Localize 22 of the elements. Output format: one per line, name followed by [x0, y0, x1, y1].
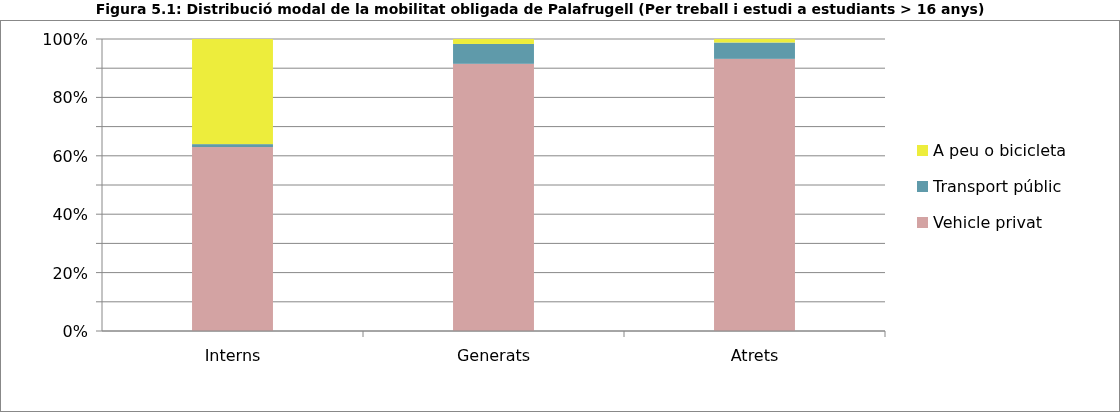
y-tick-label: 20% [52, 263, 88, 283]
y-tick-label: 100% [42, 30, 88, 49]
bar [192, 39, 273, 145]
y-tick-label: 80% [52, 88, 88, 108]
bar [714, 42, 795, 59]
bar [453, 43, 534, 64]
bar [453, 39, 534, 44]
y-tick-label: 60% [52, 146, 88, 166]
chart-title: Figura 5.1: Distribució modal de la mobilitat obligada de Palafrugell (Per treball i estudi a estudiants > 16 anys) [95, 1, 985, 17]
bar [453, 63, 534, 331]
legend-label: A peu o bicicleta [933, 141, 1067, 160]
bar [192, 144, 273, 148]
x-tick-label: Interns [204, 346, 261, 365]
bar [714, 39, 795, 43]
x-tick-label: Atrets [730, 346, 779, 365]
bar [714, 58, 795, 331]
y-tick-label: 40% [52, 205, 88, 225]
bar [192, 147, 273, 331]
legend-label: Transport públic [932, 177, 1062, 196]
x-tick-label: Generats [456, 346, 531, 365]
y-tick-label: 0% [62, 322, 88, 341]
legend-label: Vehicle privat [933, 213, 1043, 232]
